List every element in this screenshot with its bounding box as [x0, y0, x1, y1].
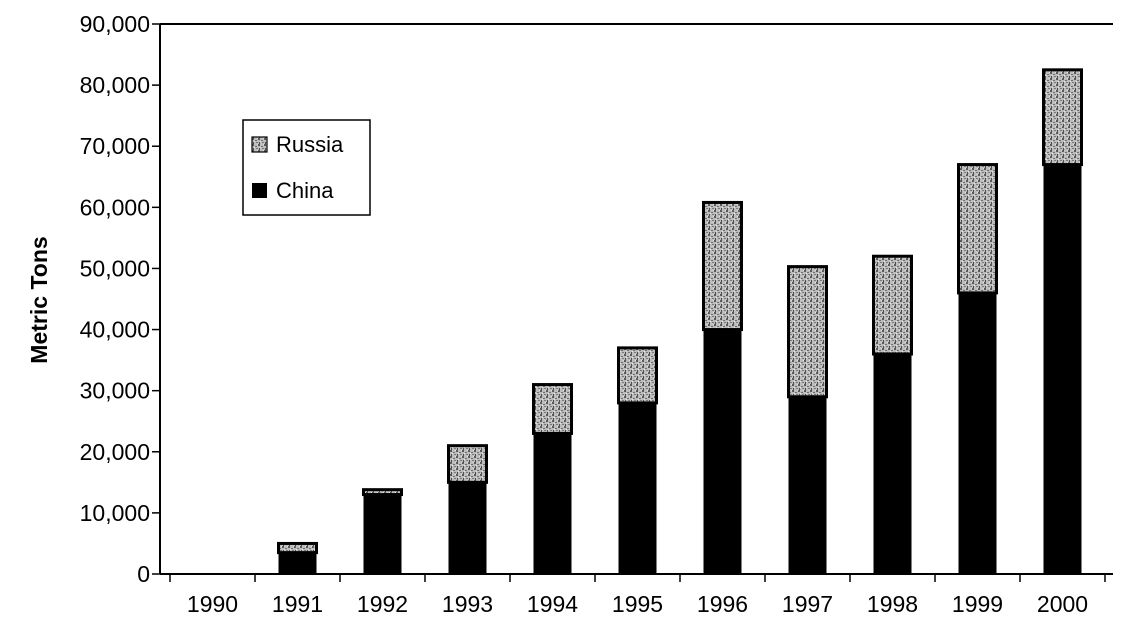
- x-tick-label: 1997: [782, 591, 833, 617]
- x-tick-label: 1991: [272, 591, 323, 617]
- legend-label-russia: Russia: [276, 132, 344, 157]
- bar-china-1997: [788, 396, 827, 574]
- y-tick-label: 0: [137, 561, 150, 587]
- legend: Russia China: [242, 119, 371, 216]
- bar-russia-1995: [617, 346, 658, 405]
- bars: [277, 68, 1083, 575]
- y-tick-label: 50,000: [80, 255, 150, 281]
- x-tick-label: 1995: [612, 591, 663, 617]
- y-tick-label: 60,000: [80, 194, 150, 220]
- y-tick-label: 30,000: [80, 378, 150, 404]
- x-tick-label: 1998: [867, 591, 918, 617]
- x-tick-label: 1990: [187, 591, 238, 617]
- bar-russia-1999: [957, 163, 998, 295]
- bar-china-1994: [533, 433, 572, 574]
- x-tick-label: 1994: [527, 591, 578, 617]
- bar-china-1991: [278, 552, 317, 574]
- x-tick-label: 1999: [952, 591, 1003, 617]
- x-axis: 1990 1991 1992 1993 1994 1995 1996 1997 1998 1999…: [169, 574, 1106, 617]
- bar-china-1996: [703, 329, 742, 574]
- legend-label-china: China: [276, 178, 334, 203]
- y-tick-label: 80,000: [80, 72, 150, 98]
- y-tick-label: 90,000: [80, 11, 150, 37]
- legend-box: [242, 119, 371, 216]
- bar-russia-1992: [362, 488, 403, 497]
- bar-china-1993: [448, 482, 487, 574]
- bar-china-1992: [363, 494, 402, 574]
- y-tick-label: 20,000: [80, 439, 150, 465]
- bar-russia-1991: [277, 541, 318, 555]
- x-tick-label: 1996: [697, 591, 748, 617]
- x-tick-label: 1993: [442, 591, 493, 617]
- y-tick-label: 10,000: [80, 500, 150, 526]
- bar-russia-1993: [447, 444, 488, 484]
- y-tick-label: 70,000: [80, 133, 150, 159]
- legend-swatch-russia: [251, 136, 268, 153]
- y-axis-title: Metric Tons: [26, 236, 52, 363]
- bar-russia-2000: [1042, 68, 1083, 167]
- x-tick-label: 1992: [357, 591, 408, 617]
- bar-russia-1996: [702, 200, 743, 332]
- bar-russia-1997: [787, 265, 828, 399]
- y-tick-label: 40,000: [80, 317, 150, 343]
- y-axis: 0 10,000 20,000 30,000 40,000 50,000 60,000 70,…: [80, 11, 160, 587]
- bar-russia-1994: [532, 383, 573, 435]
- x-tick-label: 2000: [1037, 591, 1088, 617]
- bar-russia-1998: [872, 254, 913, 356]
- legend-swatch-china: [252, 183, 267, 198]
- bar-china-2000: [1043, 164, 1082, 575]
- bar-china-1999: [958, 292, 997, 574]
- bar-china-1998: [873, 354, 912, 574]
- bar-china-1995: [618, 402, 657, 574]
